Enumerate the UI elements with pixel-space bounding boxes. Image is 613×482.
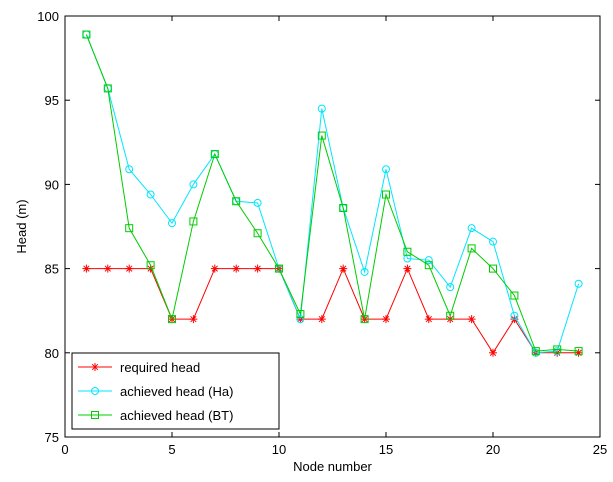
- x-tick-label: 15: [379, 442, 393, 457]
- data-point: [510, 291, 519, 300]
- data-point: [146, 261, 155, 270]
- legend-label: achieved head (BT): [120, 408, 233, 423]
- x-tick-label: 10: [272, 442, 286, 457]
- data-point: [189, 217, 198, 226]
- data-point: [253, 229, 262, 238]
- data-point: [253, 264, 262, 273]
- data-point: [168, 219, 176, 228]
- data-point: [146, 190, 155, 199]
- series-layer: [82, 30, 583, 357]
- data-point: [489, 348, 497, 357]
- series-line: [85, 34, 580, 354]
- data-point: [210, 264, 219, 273]
- data-point: [189, 315, 198, 324]
- data-point: [382, 165, 390, 174]
- x-tick-label: 25: [593, 442, 607, 457]
- series-2: [82, 30, 583, 356]
- legend: required head achieved head (Ha) achieved …: [71, 352, 280, 430]
- data-point: [382, 190, 390, 199]
- data-point: [489, 237, 497, 246]
- legend-item: required head: [78, 360, 200, 375]
- data-point: [232, 197, 241, 206]
- data-point: [232, 264, 241, 273]
- data-point: [125, 224, 134, 233]
- legend-swatch-marker: [91, 363, 99, 371]
- data-point: [467, 224, 476, 233]
- data-point: [103, 264, 112, 273]
- legend-label: required head: [120, 360, 200, 375]
- data-point: [467, 244, 476, 253]
- data-point: [510, 311, 519, 320]
- y-tick-label: 100: [37, 9, 59, 24]
- data-point: [382, 315, 390, 324]
- y-tick-label: 80: [45, 346, 59, 361]
- data-point: [125, 165, 134, 174]
- y-tick-label: 90: [45, 177, 59, 192]
- data-point: [125, 264, 134, 273]
- data-point: [424, 256, 433, 265]
- data-point: [296, 315, 305, 324]
- data-point: [531, 347, 540, 356]
- data-point: [424, 315, 433, 324]
- data-point: [339, 203, 348, 212]
- x-tick-label: 5: [168, 442, 175, 457]
- data-point: [553, 345, 562, 354]
- data-point: [360, 315, 369, 324]
- legend-swatch-marker: [91, 387, 99, 395]
- data-point: [360, 267, 369, 276]
- data-point: [574, 347, 583, 356]
- x-tick-label: 20: [486, 442, 500, 457]
- y-axis-label: Head (m): [14, 199, 29, 253]
- y-tick-label: 85: [45, 262, 59, 277]
- data-point: [339, 264, 348, 273]
- data-point: [424, 261, 433, 270]
- series-1: [82, 30, 583, 357]
- legend-item: achieved head (BT): [78, 408, 233, 423]
- data-point: [253, 198, 262, 207]
- data-point: [446, 283, 455, 292]
- data-point: [103, 84, 112, 93]
- legend-item: achieved head (Ha): [78, 384, 233, 399]
- data-point: [82, 264, 91, 273]
- data-point: [275, 264, 283, 273]
- y-tick-label: 95: [45, 93, 59, 108]
- data-point: [574, 279, 583, 288]
- x-tick-label: 0: [61, 442, 68, 457]
- data-point: [210, 150, 219, 159]
- legend-label: achieved head (Ha): [120, 384, 233, 399]
- data-point: [317, 315, 326, 324]
- data-point: [168, 315, 176, 324]
- x-axis-label: Node number: [293, 459, 372, 474]
- y-tick-label: 75: [45, 430, 59, 445]
- data-point: [296, 310, 305, 319]
- data-point: [189, 180, 198, 189]
- data-point: [574, 348, 583, 357]
- data-point: [489, 264, 497, 273]
- legend-swatch-marker: [91, 411, 99, 419]
- data-point: [403, 264, 412, 273]
- data-point: [446, 311, 455, 320]
- data-point: [467, 315, 476, 324]
- series-line: [85, 34, 579, 352]
- axis-ticks: 0 5 10 15 20 25 75 80 85 90 95 100: [37, 9, 607, 457]
- data-point: [82, 30, 91, 39]
- data-point: [403, 247, 412, 256]
- data-point: [317, 131, 326, 140]
- data-point: [317, 104, 326, 113]
